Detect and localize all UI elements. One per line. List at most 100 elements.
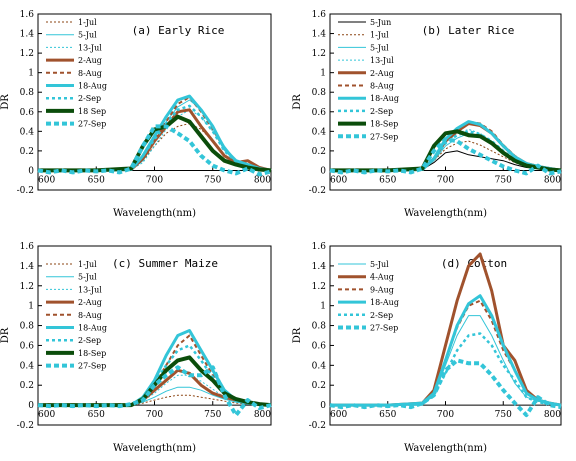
- legend-label: 5-Jul: [370, 260, 389, 269]
- y-tick-label: 0: [320, 401, 326, 411]
- y-tick-label: 0.8: [20, 88, 35, 98]
- legend: 1-Jul 5-Jul 13-Jul 2-Aug 8-Aug 18-Aug 2-Sep 18 …: [46, 18, 107, 129]
- legend-label: 13-Jul: [370, 56, 394, 65]
- y-tick-label: 0.2: [312, 381, 326, 391]
- y-tick-label: 1.4: [20, 262, 35, 272]
- y-tick-label: 1.6: [312, 242, 327, 252]
- x-tick-label: 800: [254, 410, 271, 420]
- y-tick-label: 1.4: [312, 262, 327, 272]
- chart-title: (b) Later Rice: [422, 24, 515, 37]
- y-tick-label: 0.4: [20, 127, 35, 137]
- legend-label: 2-Aug: [78, 56, 102, 65]
- y-tick-label: 1.2: [312, 282, 326, 292]
- legend-label: 18-Aug: [78, 324, 107, 333]
- series-line: [37, 365, 272, 418]
- y-tick-label: 0.4: [20, 361, 35, 371]
- plot-frame: [329, 13, 562, 191]
- y-tick-label: 1.2: [20, 49, 34, 59]
- chart-panel-1: -0.2 0 0.2 0.4 0.6 0.8 1 1.2 1.4 1.6 600 650 700 750 8…: [0, 10, 272, 219]
- chart-title: (d) Cotton: [441, 257, 507, 270]
- legend-label: 13-Jul: [78, 285, 102, 294]
- legend-label: 2-Sep: [370, 311, 393, 320]
- legend-label: 5-Jul: [78, 273, 97, 282]
- x-tick-label: 750: [495, 410, 512, 420]
- legend-label: 1-Jul: [78, 18, 97, 27]
- x-tick-label: 700: [146, 175, 163, 185]
- plot-frame: [37, 245, 272, 426]
- x-tick-label: 600: [330, 410, 347, 420]
- x-tick-label: 650: [379, 175, 396, 185]
- x-tick-label: 700: [437, 175, 454, 185]
- series-line: [330, 129, 562, 173]
- legend-label: 5-Jun: [370, 18, 391, 27]
- y-tick-label: 1.6: [20, 242, 35, 252]
- legend-label: 1-Jul: [370, 31, 389, 40]
- legend-label: 2-Sep: [370, 107, 393, 116]
- series-line: [38, 329, 272, 407]
- legend-label: 18-Aug: [370, 94, 399, 103]
- legend-label: 5-Jul: [78, 31, 97, 40]
- y-tick-label: 1.2: [312, 49, 326, 59]
- y-tick-label: 0.6: [20, 341, 35, 351]
- y-axis-label: DR: [0, 94, 11, 110]
- legend-label: 2-Aug: [370, 69, 394, 78]
- y-tick-label: 0.2: [312, 147, 326, 157]
- y-tick-label: -0.2: [309, 421, 326, 431]
- x-tick-label: 700: [146, 410, 163, 420]
- legend-label: 2-Aug: [78, 298, 102, 307]
- legend: 1-Jul 5-Jul 13-Jul 2-Aug 8-Aug 18-Aug 2-Sep 18-…: [46, 260, 107, 371]
- series-line: [38, 334, 272, 407]
- x-tick-label: 800: [544, 410, 561, 420]
- legend-label: 18 Sep: [78, 107, 106, 116]
- legend-label: 18-Sep: [78, 349, 106, 358]
- y-tick-label: 0.4: [312, 127, 327, 137]
- chart-panel-2: -0.2 0 0.2 0.4 0.6 0.8 1 1.2 1.4 1.6 600 650 700 750 8…: [292, 10, 562, 219]
- series-line: [38, 114, 272, 173]
- legend-label: 18-Sep: [370, 120, 398, 129]
- y-axis-label: DR: [292, 94, 303, 110]
- chart-panel-4: -0.2 0 0.2 0.4 0.6 0.8 1 1.2 1.4 1.6 600 650 700 750 8…: [292, 242, 562, 454]
- legend-label: 1-Jul: [78, 260, 97, 269]
- x-axis-label: Wavelength(nm): [404, 443, 487, 454]
- y-tick-label: 0.6: [20, 108, 35, 118]
- x-tick-label: 750: [204, 175, 221, 185]
- x-axis-label: Wavelength(nm): [113, 208, 196, 219]
- y-tick-label: 1.2: [20, 282, 34, 292]
- chart-title: (a) Early Rice: [132, 24, 225, 37]
- y-tick-label: 0.8: [312, 322, 327, 332]
- x-tick-label: 650: [88, 410, 105, 420]
- x-tick-label: 650: [88, 175, 105, 185]
- y-tick-label: -0.2: [309, 186, 326, 196]
- x-tick-label: 650: [379, 410, 396, 420]
- y-tick-label: 0: [28, 401, 34, 411]
- series-line: [37, 124, 272, 177]
- series-line: [38, 104, 272, 172]
- legend-label: 27-Sep: [78, 120, 106, 129]
- y-tick-label: 0.2: [20, 147, 34, 157]
- x-tick-label: 600: [38, 410, 55, 420]
- legend: 5-Jun 1-Jul 5-Jul 13-Jul 2-Aug 8-Aug 18-Aug 2-S…: [338, 18, 399, 141]
- y-tick-label: 0.6: [312, 341, 327, 351]
- legend-label: 18-Aug: [78, 82, 107, 91]
- y-tick-label: 1.4: [20, 30, 35, 40]
- y-tick-label: 1: [320, 69, 326, 79]
- legend-label: 13-Jul: [78, 43, 102, 52]
- x-tick-label: 600: [330, 175, 347, 185]
- y-tick-label: 1.6: [20, 10, 35, 20]
- legend-label: 27-Sep: [370, 324, 398, 333]
- legend-label: 8-Aug: [78, 69, 102, 78]
- y-tick-label: 0.2: [20, 381, 34, 391]
- x-tick-label: 750: [495, 175, 512, 185]
- y-axis-label: DR: [0, 327, 11, 343]
- legend-label: 27-Sep: [78, 362, 106, 371]
- legend-label: 8-Aug: [370, 82, 394, 91]
- series-line: [329, 137, 562, 176]
- y-tick-label: -0.2: [17, 421, 34, 431]
- y-tick-label: 0.8: [20, 322, 35, 332]
- y-tick-label: 0.6: [312, 108, 327, 118]
- legend-label: 2-Sep: [78, 94, 101, 103]
- x-tick-label: 800: [544, 175, 561, 185]
- legend-label: 18-Aug: [370, 298, 399, 307]
- chart-panel-3: -0.2 0 0.2 0.4 0.6 0.8 1 1.2 1.4 1.6 600 650 700 750 8…: [0, 242, 272, 454]
- x-tick-label: 800: [254, 175, 271, 185]
